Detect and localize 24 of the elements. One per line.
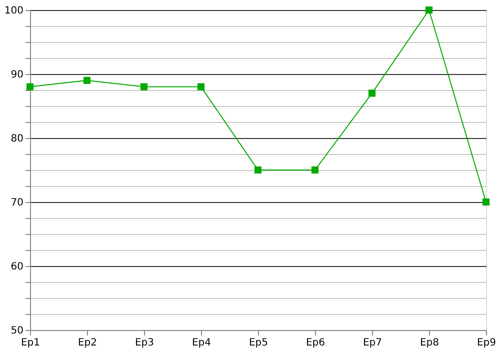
- y-tick-label: 70: [10, 198, 24, 208]
- x-tick-label: Ep4: [192, 338, 212, 348]
- point: [482, 198, 490, 206]
- x-tick-label: Ep9: [476, 338, 496, 348]
- point: [26, 83, 34, 90]
- point: [254, 166, 262, 174]
- x-tick-label: Ep8: [420, 338, 440, 348]
- y-tick-label: 80: [10, 134, 24, 144]
- point: [425, 6, 433, 14]
- point: [368, 90, 376, 97]
- x-tick-label: Ep2: [78, 338, 98, 348]
- y-tick-label: 60: [10, 262, 24, 272]
- x-tick-label: Ep5: [248, 338, 268, 348]
- y-tick-label: 90: [10, 70, 24, 80]
- y-tick-label: 50: [10, 326, 24, 336]
- point: [197, 83, 205, 90]
- point: [311, 166, 319, 174]
- x-tick-label: Ep1: [20, 338, 40, 348]
- point: [83, 76, 91, 84]
- y-tick-label: 100: [4, 6, 24, 16]
- x-tick-label: Ep7: [362, 338, 382, 348]
- x-tick-label: Ep6: [306, 338, 326, 348]
- x-tick-label: Ep3: [134, 338, 154, 348]
- point: [140, 83, 148, 90]
